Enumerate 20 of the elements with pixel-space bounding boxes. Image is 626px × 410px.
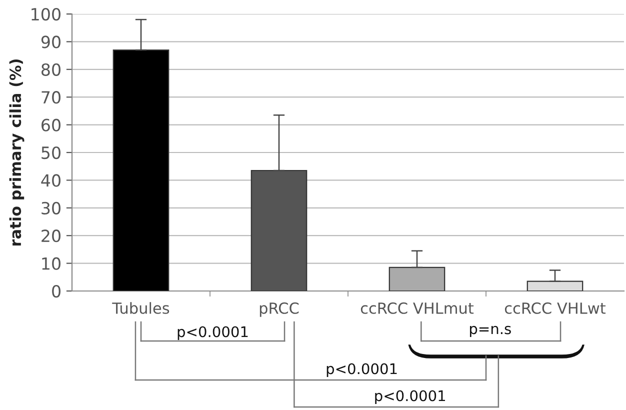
y-tick-label: 50 [42, 146, 60, 160]
y-tick-label: 10 [42, 257, 60, 270]
y-tick-label: 20 [42, 230, 60, 242]
x-tick-label: pRCC [260, 302, 299, 317]
y-axis-title: ratio primary cilia (%) [9, 60, 24, 246]
y-tick-label: 80 [42, 63, 60, 76]
text: p<0.0001 [375, 390, 446, 404]
text: p=n.s [470, 326, 511, 338]
y-tick-label: 0 [52, 284, 60, 298]
y-tick-label: 90 [41, 36, 60, 48]
text: p<0.0001 [326, 363, 397, 378]
x-tick-label: Tubules [112, 302, 170, 314]
y-tick-label: 70 [42, 91, 60, 104]
x-tick-label: ccRCC VHLwt [504, 302, 606, 314]
text: p<0.0001 [178, 326, 248, 340]
y-tick-label: 60 [42, 118, 60, 132]
y-tick-label: 100 [32, 8, 60, 21]
x-tick-label: ccRCC VHLmut [360, 302, 474, 314]
y-tick-label: 40 [41, 174, 60, 187]
y-tick-label: 30 [42, 202, 60, 214]
